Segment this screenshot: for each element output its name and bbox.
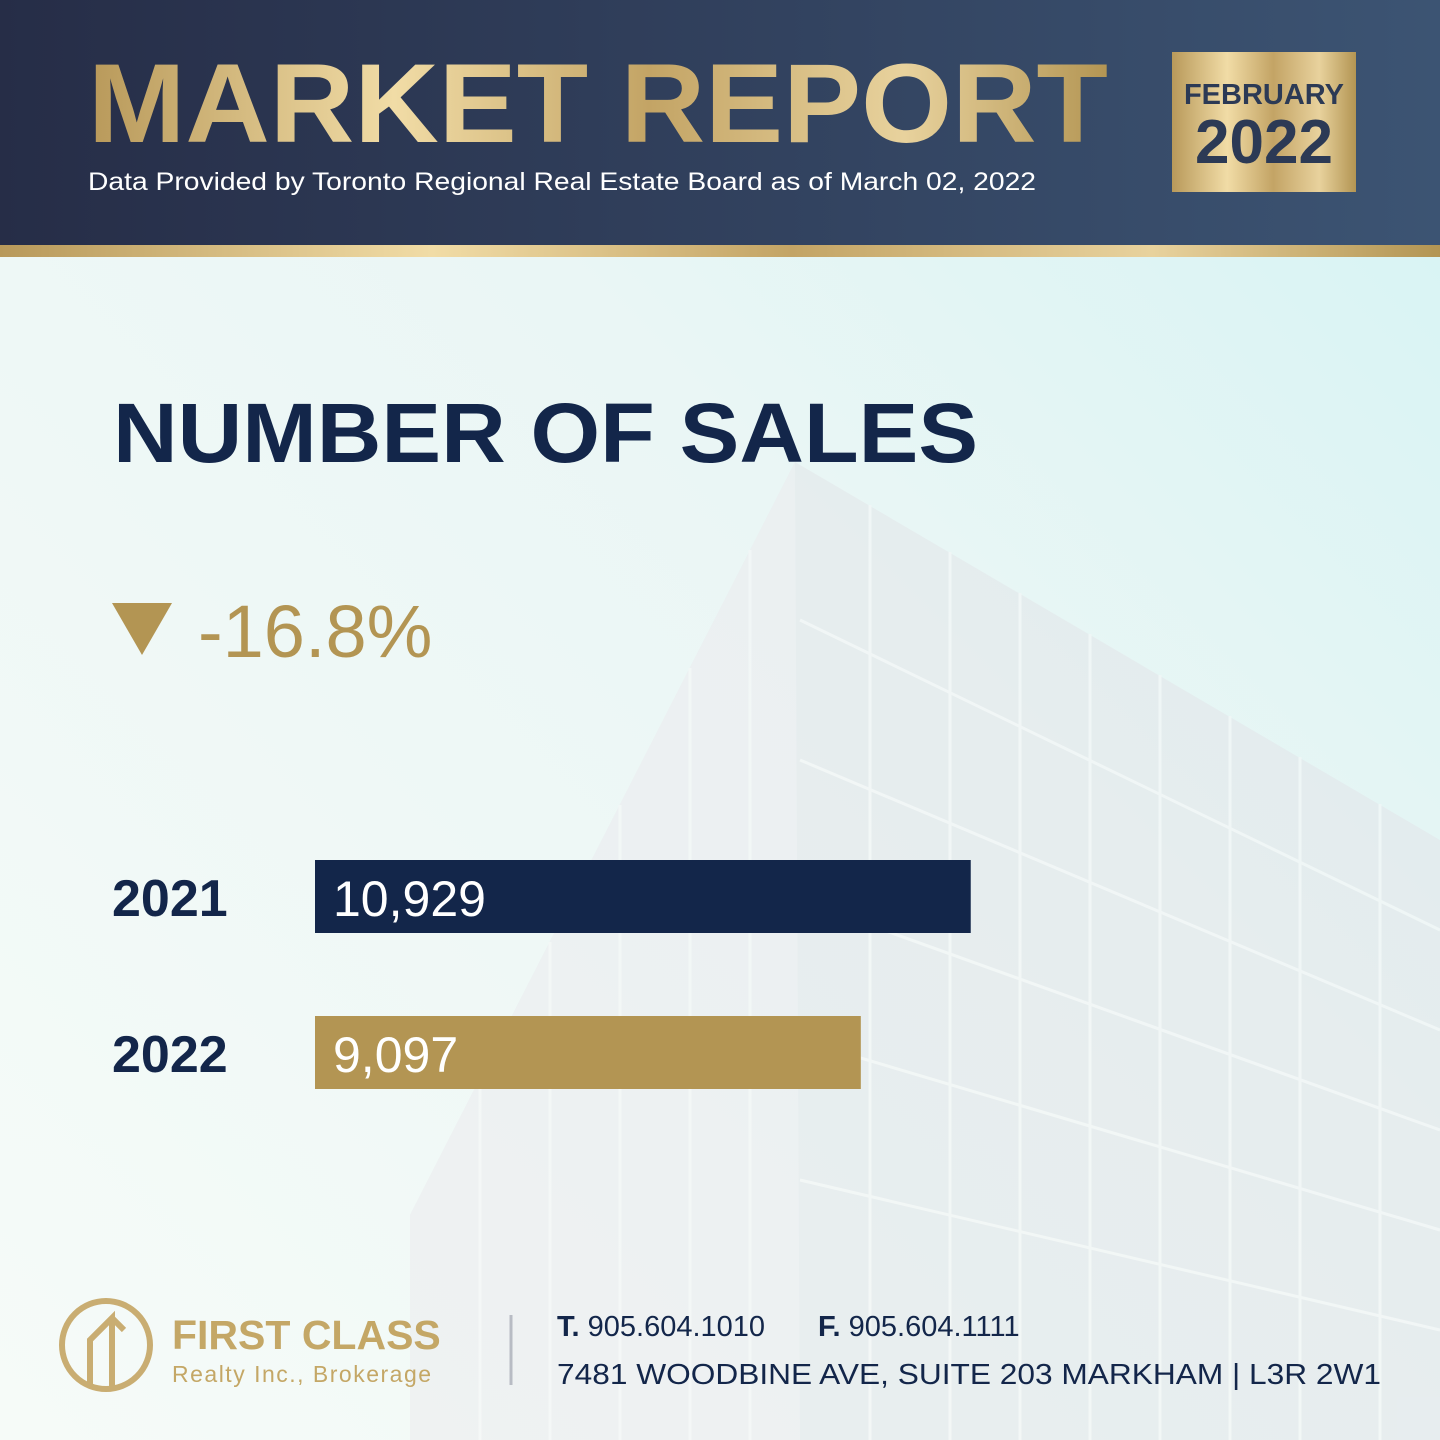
logo-mark [87,1310,127,1390]
category-label: 2022 [112,1026,228,1084]
value-label: 10,929 [333,871,486,927]
change-annotation: -16.8% [198,590,432,673]
badge-month: FEBRUARY [1184,79,1344,111]
brand-tagline: Realty Inc., Brokerage [172,1361,433,1387]
fax-label: F. [818,1311,841,1343]
down-arrow [112,603,172,655]
address: 7481 WOODBINE AVE, SUITE 203 MARKHAM | L… [557,1359,1381,1391]
fax: 905.604.1111 [849,1311,1020,1343]
contact-line: T. 905.604.1010 F. 905.604.1111 [557,1311,1020,1343]
date-badge [1172,52,1356,192]
header-title: MARKET REPORT [88,41,1108,166]
category-label: 2021 [112,870,228,928]
chart-title: NUMBER OF SALES [113,386,978,480]
brand-name: FIRST CLASS [172,1312,441,1358]
badge-year: 2022 [1195,108,1333,177]
header-subtitle: Data Provided by Toronto Regional Real E… [88,168,1036,196]
logo-ring [59,1298,153,1392]
bar [315,860,971,933]
phone: 905.604.1010 [588,1311,765,1343]
building-decoration [410,462,1440,1440]
phone-label: T. [557,1311,580,1343]
footer: FIRST CLASS Realty Inc., Brokerage T. 90… [59,1298,1381,1392]
header-stripe [0,245,1440,257]
value-label: 9,097 [333,1027,458,1083]
bar [315,1016,861,1089]
